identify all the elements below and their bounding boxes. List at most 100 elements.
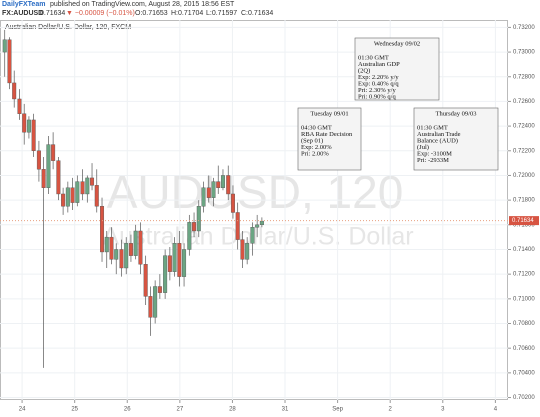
candle-body bbox=[187, 222, 192, 250]
ohlc-low: L:0.71597 bbox=[206, 10, 237, 17]
publisher[interactable]: DailyFXTeam bbox=[2, 1, 45, 8]
candle-body bbox=[148, 296, 153, 318]
candle-body bbox=[70, 187, 75, 203]
candle-body bbox=[196, 206, 201, 232]
callout-line: Pri: -2933M bbox=[417, 157, 449, 164]
candle-body bbox=[2, 39, 7, 53]
change: ▼ −0.00009 (−0.01%) bbox=[66, 10, 135, 17]
candle-body bbox=[114, 249, 119, 260]
candle-body bbox=[211, 181, 216, 198]
candle-body bbox=[201, 187, 206, 207]
candle-body bbox=[157, 286, 162, 293]
candle-body bbox=[56, 160, 61, 195]
x-tick-label: 4 bbox=[494, 407, 498, 413]
candle-body bbox=[163, 255, 168, 293]
callout-box bbox=[297, 107, 362, 171]
candle-body bbox=[235, 212, 240, 240]
callout-line: Exp: 0.40% q/q bbox=[358, 80, 399, 87]
ohlc-close: C:0.71634 bbox=[241, 10, 273, 17]
candle-body bbox=[85, 177, 90, 195]
x-tick-label: 26 bbox=[124, 407, 131, 413]
candle-body bbox=[7, 39, 12, 84]
callout-line: Pri: 2.30% y/y bbox=[358, 87, 396, 94]
y-tick-label: 0.71200 bbox=[513, 272, 535, 278]
candle-body bbox=[80, 181, 85, 195]
y-tick-label: 0.72200 bbox=[513, 148, 535, 154]
x-tick-label: 31 bbox=[282, 407, 289, 413]
candle-body bbox=[31, 119, 36, 151]
callout-line: 01:30 GMT bbox=[417, 124, 448, 131]
candle-body bbox=[17, 98, 22, 114]
candle-body bbox=[100, 206, 105, 253]
callout-line: 04:30 GMT bbox=[301, 124, 332, 131]
last-price: 0.71634 bbox=[40, 10, 65, 17]
x-tick-label: Sep bbox=[332, 407, 343, 413]
callout-box bbox=[413, 107, 499, 171]
callout-line: Pri: 2.00% bbox=[301, 150, 329, 157]
candle-body bbox=[124, 243, 129, 269]
candle-body bbox=[133, 230, 138, 256]
candle-body bbox=[250, 227, 255, 244]
y-tick-label: 0.72800 bbox=[513, 74, 535, 80]
x-tick-label: 24 bbox=[19, 407, 26, 413]
y-tick-label: 0.71400 bbox=[513, 247, 535, 253]
candle-body bbox=[216, 181, 221, 188]
candle-body bbox=[94, 185, 99, 207]
candle-body bbox=[104, 236, 109, 253]
x-tick-label: 25 bbox=[71, 407, 78, 413]
callout-line: RBA Rate Decision bbox=[301, 131, 353, 138]
callout-title: Thursday 09/03 bbox=[436, 110, 477, 117]
candle-body bbox=[109, 236, 114, 260]
candle-body bbox=[36, 150, 41, 170]
candle-body bbox=[143, 264, 148, 297]
callout-line: (2Q) bbox=[358, 67, 370, 74]
callout-line: Exp: -3100M bbox=[417, 150, 452, 157]
callout-line: Pri: 0.90% q/q bbox=[358, 93, 396, 100]
x-tick-label: 27 bbox=[177, 407, 184, 413]
watermark-symbol: AUDUSD, 120 bbox=[107, 166, 404, 218]
candle-body bbox=[65, 187, 70, 207]
callout-box bbox=[354, 37, 440, 101]
candle-body bbox=[172, 243, 177, 272]
candle-body bbox=[226, 175, 231, 195]
x-tick-label: 2 bbox=[389, 407, 393, 413]
x-tick-label: 28 bbox=[229, 407, 236, 413]
candle-body bbox=[255, 224, 260, 228]
candle-body bbox=[177, 243, 182, 277]
y-tick-label: 0.71600 bbox=[513, 222, 535, 228]
y-tick-label: 0.72600 bbox=[513, 99, 535, 105]
price-label-box bbox=[509, 216, 539, 226]
callout-title: Tuesday 09/01 bbox=[310, 110, 348, 117]
candle-body bbox=[138, 230, 143, 265]
candle-body bbox=[206, 187, 211, 198]
callout-title: Wednesday 09/02 bbox=[374, 40, 420, 47]
plot-frame bbox=[0, 20, 508, 400]
y-tick-label: 0.71000 bbox=[513, 296, 535, 302]
candle-body bbox=[22, 113, 27, 133]
y-tick-label: 0.73000 bbox=[513, 50, 535, 56]
callout-line: Exp: 2.00% bbox=[301, 144, 332, 151]
candle-body bbox=[153, 286, 158, 318]
x-tick-label: 3 bbox=[441, 407, 445, 413]
ohlc-open: O:0.71653 bbox=[135, 10, 168, 17]
candle-body bbox=[167, 255, 172, 272]
candle-body bbox=[245, 243, 250, 260]
callout-line: Exp: 2.20% y/y bbox=[358, 74, 399, 81]
callout-line: 01:30 GMT bbox=[358, 54, 389, 61]
y-tick-label: 0.70400 bbox=[513, 370, 535, 376]
candle-body bbox=[128, 243, 133, 256]
y-tick-label: 0.70600 bbox=[513, 346, 535, 352]
y-tick-label: 0.72400 bbox=[513, 124, 535, 130]
callout-line: Australian GDP bbox=[358, 61, 400, 68]
symbol: FX:AUDUSD bbox=[2, 10, 43, 17]
candle-body bbox=[259, 220, 264, 226]
candle-body bbox=[220, 175, 225, 188]
candle-body bbox=[61, 193, 66, 207]
candle-body bbox=[12, 82, 17, 100]
ohlc-high: H:0.71704 bbox=[171, 10, 203, 17]
